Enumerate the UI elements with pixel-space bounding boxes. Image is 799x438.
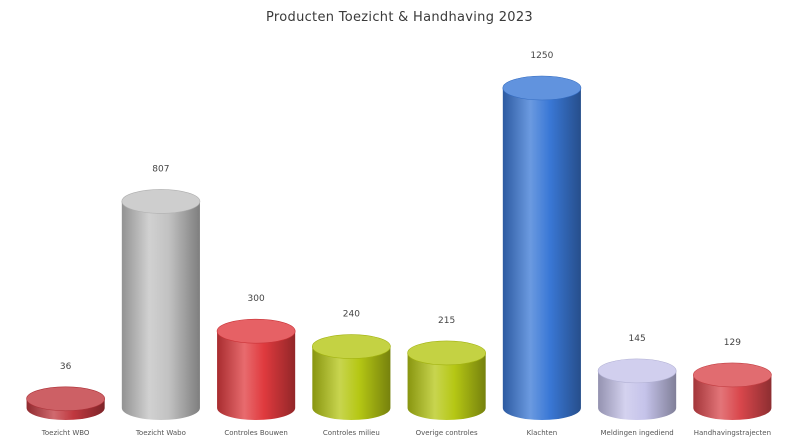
bar-top-4 bbox=[407, 340, 486, 366]
bar-body-1 bbox=[121, 201, 200, 420]
data-label-2: 300 bbox=[248, 294, 265, 304]
bar-top-1 bbox=[121, 189, 201, 214]
bar-2 bbox=[216, 318, 296, 420]
category-label-2: Controles Bouwen bbox=[224, 429, 287, 437]
category-label-0: Toezicht WBO bbox=[41, 429, 90, 437]
bar-top-3 bbox=[312, 334, 391, 359]
data-label-7: 129 bbox=[724, 338, 741, 348]
bar-body-2 bbox=[217, 331, 296, 420]
data-label-5: 1250 bbox=[530, 51, 553, 61]
bar-5 bbox=[502, 75, 582, 420]
data-label-4: 215 bbox=[438, 316, 455, 326]
data-label-1: 807 bbox=[152, 164, 169, 174]
chart-title: Producten Toezicht & Handhaving 2023 bbox=[266, 10, 533, 25]
bar-top-7 bbox=[693, 362, 772, 388]
bar-4 bbox=[407, 340, 486, 420]
data-label-6: 145 bbox=[629, 334, 646, 344]
category-label-3: Controles milieu bbox=[323, 429, 380, 437]
bar-6 bbox=[597, 358, 677, 420]
bar-0 bbox=[26, 386, 105, 420]
bar-7 bbox=[693, 362, 772, 420]
bar-top-0 bbox=[26, 386, 105, 412]
category-label-5: Klachten bbox=[527, 429, 558, 437]
data-label-0: 36 bbox=[60, 362, 72, 372]
data-label-3: 240 bbox=[343, 310, 360, 320]
bar-body-5 bbox=[502, 88, 581, 420]
bar-body-6 bbox=[598, 370, 677, 420]
bar-top-6 bbox=[597, 358, 677, 384]
bar-body-4 bbox=[407, 352, 486, 420]
bar-1 bbox=[121, 189, 201, 420]
bar-body-3 bbox=[312, 346, 391, 420]
category-label-7: Handhavingstrajecten bbox=[694, 429, 771, 437]
bar-3 bbox=[312, 334, 391, 420]
bar-top-2 bbox=[216, 318, 296, 344]
bar-top-5 bbox=[502, 75, 582, 101]
category-label-6: Meldingen ingediend bbox=[601, 429, 674, 437]
category-label-1: Toezicht Wabo bbox=[135, 429, 186, 437]
bar-body-7 bbox=[693, 374, 772, 420]
category-label-4: Overige controles bbox=[416, 429, 478, 437]
